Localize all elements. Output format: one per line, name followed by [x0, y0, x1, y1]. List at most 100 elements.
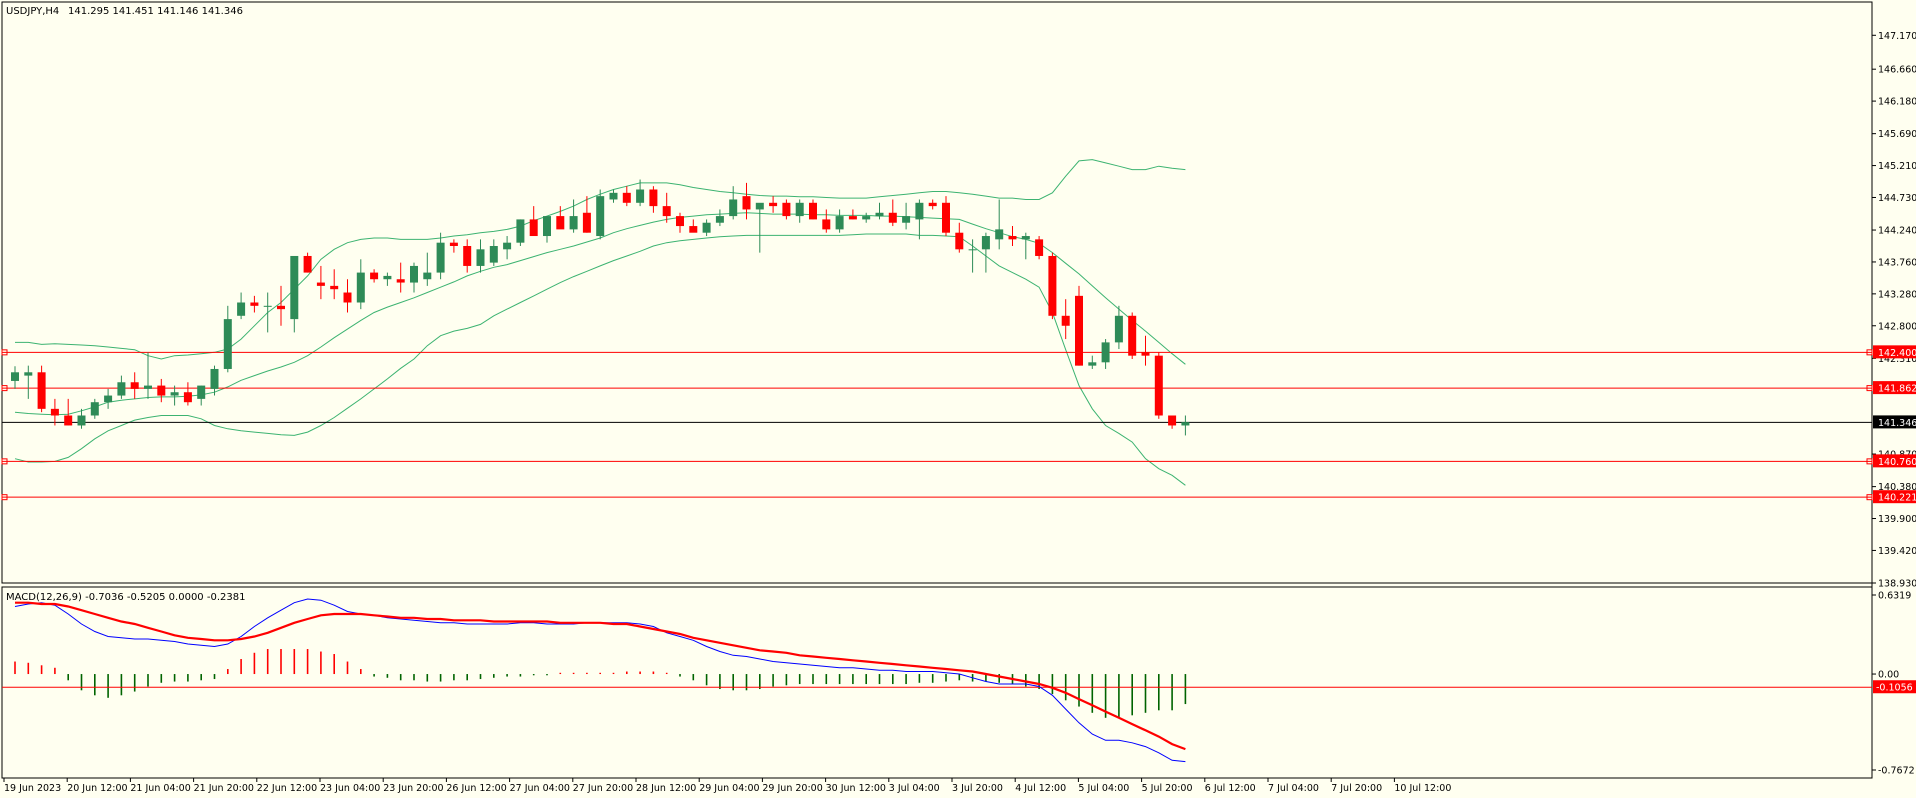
horizontal-levels	[1, 349, 1873, 501]
candle	[37, 365, 46, 413]
candle-body	[1088, 362, 1097, 366]
candle-body	[330, 285, 339, 290]
candle	[782, 199, 791, 220]
candle-body	[489, 245, 498, 263]
bollinger-lower	[14, 233, 1186, 486]
macd-indicator: 0.6319 0.00 -0.7672 -0.1056	[2, 591, 1916, 777]
candle	[90, 398, 99, 419]
candle	[742, 182, 751, 220]
time-tick-label: 7 Jul 04:00	[1268, 783, 1319, 794]
candle	[1168, 415, 1177, 429]
candle-body	[303, 255, 312, 273]
candle	[356, 259, 365, 310]
candle	[1008, 226, 1017, 246]
candle-body	[290, 255, 299, 320]
candle	[968, 239, 977, 273]
candle-body	[476, 249, 485, 266]
candle-body	[64, 415, 73, 426]
candle	[1101, 339, 1110, 369]
candle-body	[543, 216, 551, 237]
ohlc-readout: 141.295 141.451 141.146 141.346	[68, 6, 243, 17]
level-price-label-3: 140.221	[1878, 493, 1916, 504]
level-handle-right-0[interactable]	[1866, 349, 1873, 356]
candle	[370, 269, 379, 283]
candle-body	[130, 382, 139, 389]
macd-tick-label: 0.00	[1878, 670, 1899, 681]
macd-level-tag	[1873, 680, 1916, 694]
candle	[183, 382, 192, 406]
level-handle-left-2[interactable]	[1, 458, 8, 465]
candle	[197, 385, 206, 406]
candle	[449, 239, 458, 253]
candle-body	[104, 395, 113, 403]
price-axis: 147.170 146.660 146.180 145.690 145.210 144.7…	[1872, 31, 1916, 590]
price-tick-label: 145.210	[1878, 161, 1916, 172]
time-tick-label: 30 Jun 12:00	[826, 783, 886, 794]
time-tick-label: 26 Jun 12:00	[446, 783, 506, 794]
candle	[117, 375, 126, 399]
candle-body	[928, 202, 937, 207]
candle-body	[822, 219, 831, 230]
level-handle-left-1[interactable]	[1, 385, 8, 392]
candle-body	[516, 219, 525, 243]
candle	[556, 206, 565, 230]
level-handle-left-3[interactable]	[1, 494, 8, 501]
candle	[596, 189, 605, 240]
candle	[848, 209, 857, 220]
candle-body	[742, 196, 751, 210]
candle-body	[1075, 295, 1083, 366]
candle-body	[463, 245, 472, 266]
candle	[316, 265, 325, 300]
candle-body	[449, 242, 458, 246]
price-tick-label: 145.690	[1878, 129, 1916, 140]
price-tick-label: 144.240	[1878, 226, 1916, 237]
candle-body	[396, 279, 405, 283]
candle	[1154, 352, 1163, 419]
price-tick-label: 138.930	[1878, 579, 1916, 590]
level-handle-right-3[interactable]	[1866, 494, 1873, 501]
candle-body	[37, 372, 46, 409]
candle-body	[90, 402, 99, 416]
candle-body	[888, 212, 897, 223]
candle	[543, 216, 551, 243]
macd-level-label: -0.1056	[1876, 683, 1913, 694]
candle	[277, 285, 285, 326]
level-handle-left-0[interactable]	[1, 349, 8, 356]
candle-body	[529, 219, 538, 237]
candle	[662, 192, 671, 223]
level-price-label-0: 142.400	[1878, 348, 1916, 359]
candle	[1035, 236, 1044, 260]
candle	[489, 239, 498, 266]
candle	[928, 199, 937, 210]
time-tick-label: 21 Jun 04:00	[130, 783, 190, 794]
candle	[1141, 335, 1150, 366]
candle-body	[848, 216, 857, 220]
candle-body	[50, 408, 59, 416]
candle-body	[981, 236, 990, 250]
candle	[942, 196, 950, 237]
candle-body	[689, 226, 698, 233]
time-axis: 19 Jun 2023 20 Jun 12:00 21 Jun 04:00 21 Ju…	[3, 778, 1451, 794]
level-handle-right-1[interactable]	[1866, 385, 1873, 392]
candle	[463, 239, 472, 273]
candle	[636, 179, 645, 207]
candle	[569, 199, 578, 233]
level-handle-right-2[interactable]	[1866, 458, 1873, 465]
candle-body	[995, 229, 1004, 240]
candle-body	[77, 415, 86, 426]
candle	[822, 209, 831, 233]
time-tick-label: 23 Jun 20:00	[383, 783, 443, 794]
candle-body	[423, 272, 432, 280]
candle-body	[582, 212, 591, 233]
time-tick-label: 7 Jul 20:00	[1331, 783, 1382, 794]
candle	[1128, 312, 1137, 359]
candle	[729, 186, 738, 220]
candle	[410, 262, 418, 293]
candle	[835, 209, 844, 233]
price-tick-label: 142.310	[1878, 354, 1916, 365]
candle	[396, 262, 405, 293]
candle-body	[769, 202, 778, 207]
candle	[888, 199, 897, 227]
candle-body	[277, 305, 285, 310]
